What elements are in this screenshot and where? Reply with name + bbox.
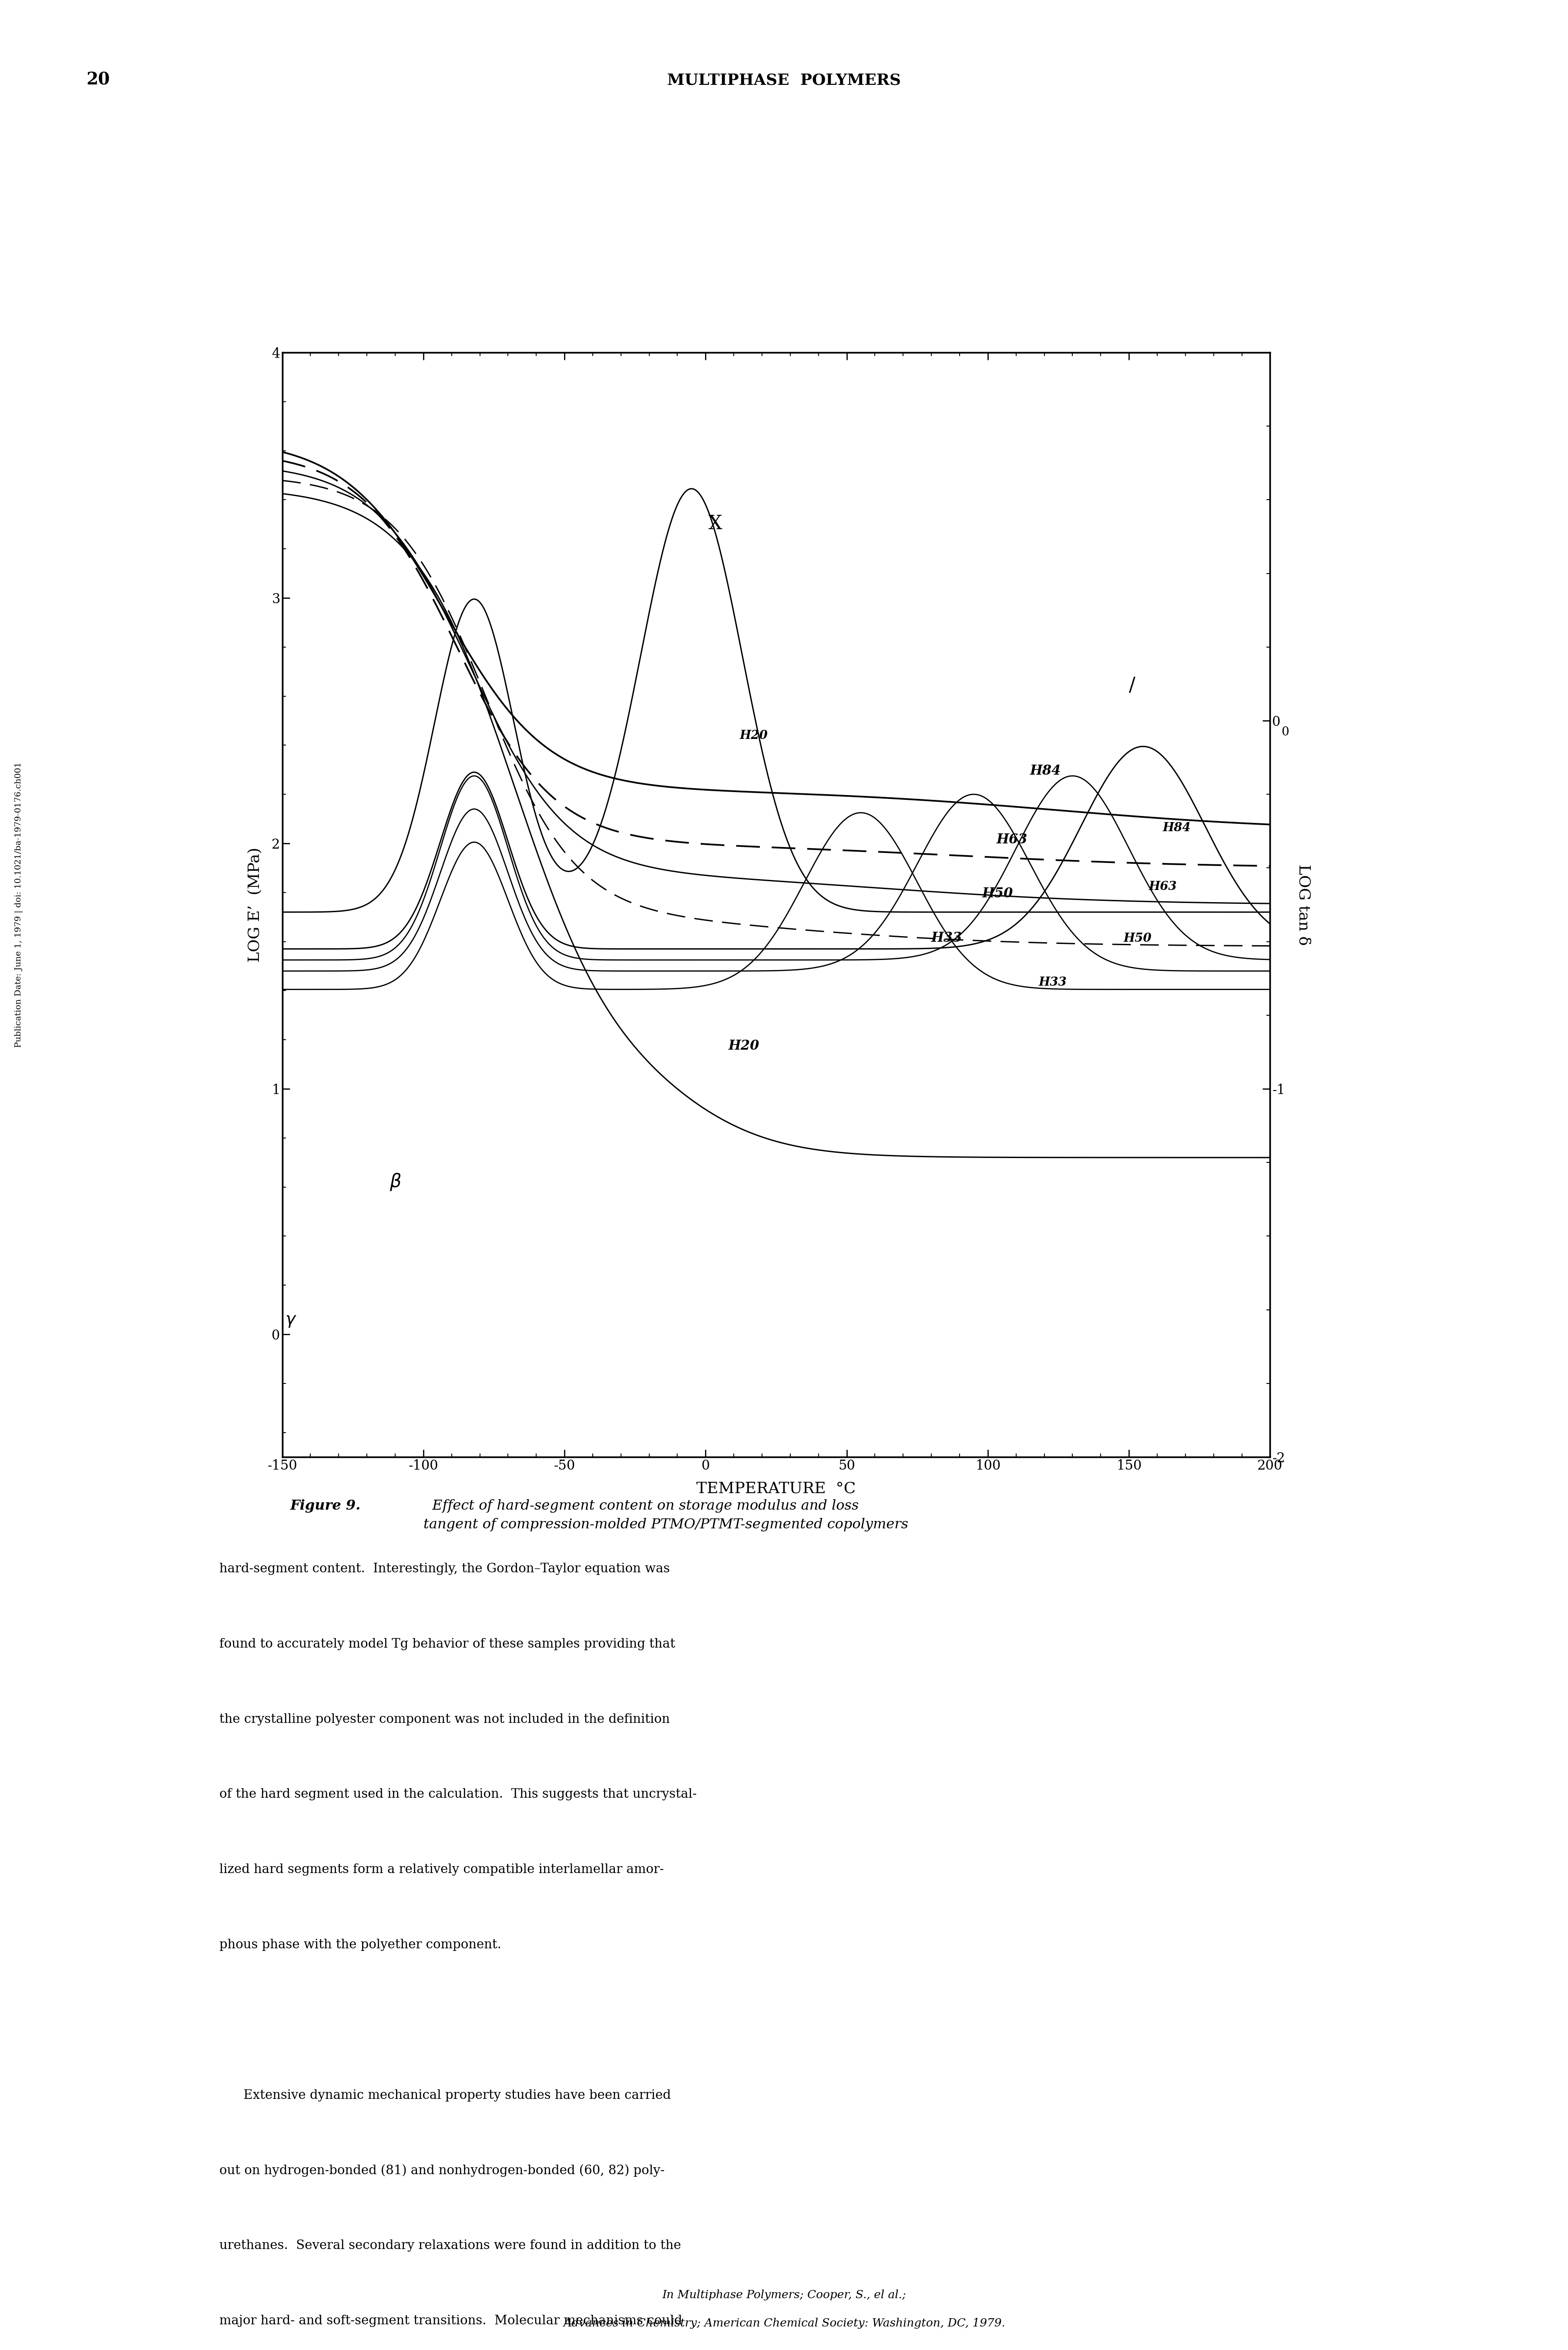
Text: Effect of hard-segment content on storage modulus and loss
tangent of compressio: Effect of hard-segment content on storag… bbox=[423, 1499, 908, 1532]
Text: 20: 20 bbox=[86, 70, 110, 87]
Text: H33: H33 bbox=[931, 931, 963, 945]
Text: /: / bbox=[1129, 677, 1135, 696]
Text: H63: H63 bbox=[996, 832, 1027, 846]
Text: found to accurately model Tg behavior of these samples providing that: found to accurately model Tg behavior of… bbox=[220, 1638, 676, 1650]
Text: H33: H33 bbox=[1038, 978, 1066, 989]
Text: H63: H63 bbox=[1149, 881, 1178, 893]
Text: $\gamma$: $\gamma$ bbox=[285, 1314, 296, 1328]
Text: H20: H20 bbox=[728, 1039, 759, 1053]
Text: of the hard segment used in the calculation.  This suggests that uncrystal-: of the hard segment used in the calculat… bbox=[220, 1788, 696, 1800]
Text: H20: H20 bbox=[740, 731, 768, 743]
Text: lized hard segments form a relatively compatible interlamellar amor-: lized hard segments form a relatively co… bbox=[220, 1864, 665, 1875]
Text: H84: H84 bbox=[1030, 764, 1062, 778]
Text: Extensive dynamic mechanical property studies have been carried: Extensive dynamic mechanical property st… bbox=[220, 2089, 671, 2101]
Text: $\beta$: $\beta$ bbox=[389, 1173, 401, 1191]
Text: H84: H84 bbox=[1163, 822, 1192, 834]
Text: hard-segment content.  Interestingly, the Gordon–Taylor equation was: hard-segment content. Interestingly, the… bbox=[220, 1563, 670, 1574]
Text: the crystalline polyester component was not included in the definition: the crystalline polyester component was … bbox=[220, 1713, 670, 1725]
Text: Figure 9.: Figure 9. bbox=[290, 1499, 361, 1513]
Text: MULTIPHASE  POLYMERS: MULTIPHASE POLYMERS bbox=[666, 73, 902, 87]
Text: Advances in Chemistry; American Chemical Society: Washington, DC, 1979.: Advances in Chemistry; American Chemical… bbox=[563, 2317, 1005, 2329]
Text: urethanes.  Several secondary relaxations were found in addition to the: urethanes. Several secondary relaxations… bbox=[220, 2240, 681, 2251]
Text: phous phase with the polyether component.: phous phase with the polyether component… bbox=[220, 1939, 502, 1950]
Y-axis label: LOG E’  (MPa): LOG E’ (MPa) bbox=[248, 848, 262, 961]
Text: X: X bbox=[709, 515, 723, 533]
Text: Publication Date: June 1, 1979 | doi: 10.1021/ba-1979-0176.ch001: Publication Date: June 1, 1979 | doi: 10… bbox=[14, 761, 24, 1048]
Y-axis label: LOG tan δ: LOG tan δ bbox=[1297, 865, 1311, 945]
Text: H50: H50 bbox=[982, 886, 1013, 900]
Text: In Multiphase Polymers; Cooper, S., el al.;: In Multiphase Polymers; Cooper, S., el a… bbox=[662, 2289, 906, 2301]
Text: out on hydrogen-bonded (81) and nonhydrogen-bonded (60, 82) poly-: out on hydrogen-bonded (81) and nonhydro… bbox=[220, 2164, 665, 2176]
X-axis label: TEMPERATURE  °C: TEMPERATURE °C bbox=[696, 1480, 856, 1497]
Text: 0: 0 bbox=[1281, 726, 1289, 738]
Text: H50: H50 bbox=[1123, 933, 1151, 945]
Text: major hard- and soft-segment transitions.  Molecular mechanisms could: major hard- and soft-segment transitions… bbox=[220, 2315, 682, 2326]
